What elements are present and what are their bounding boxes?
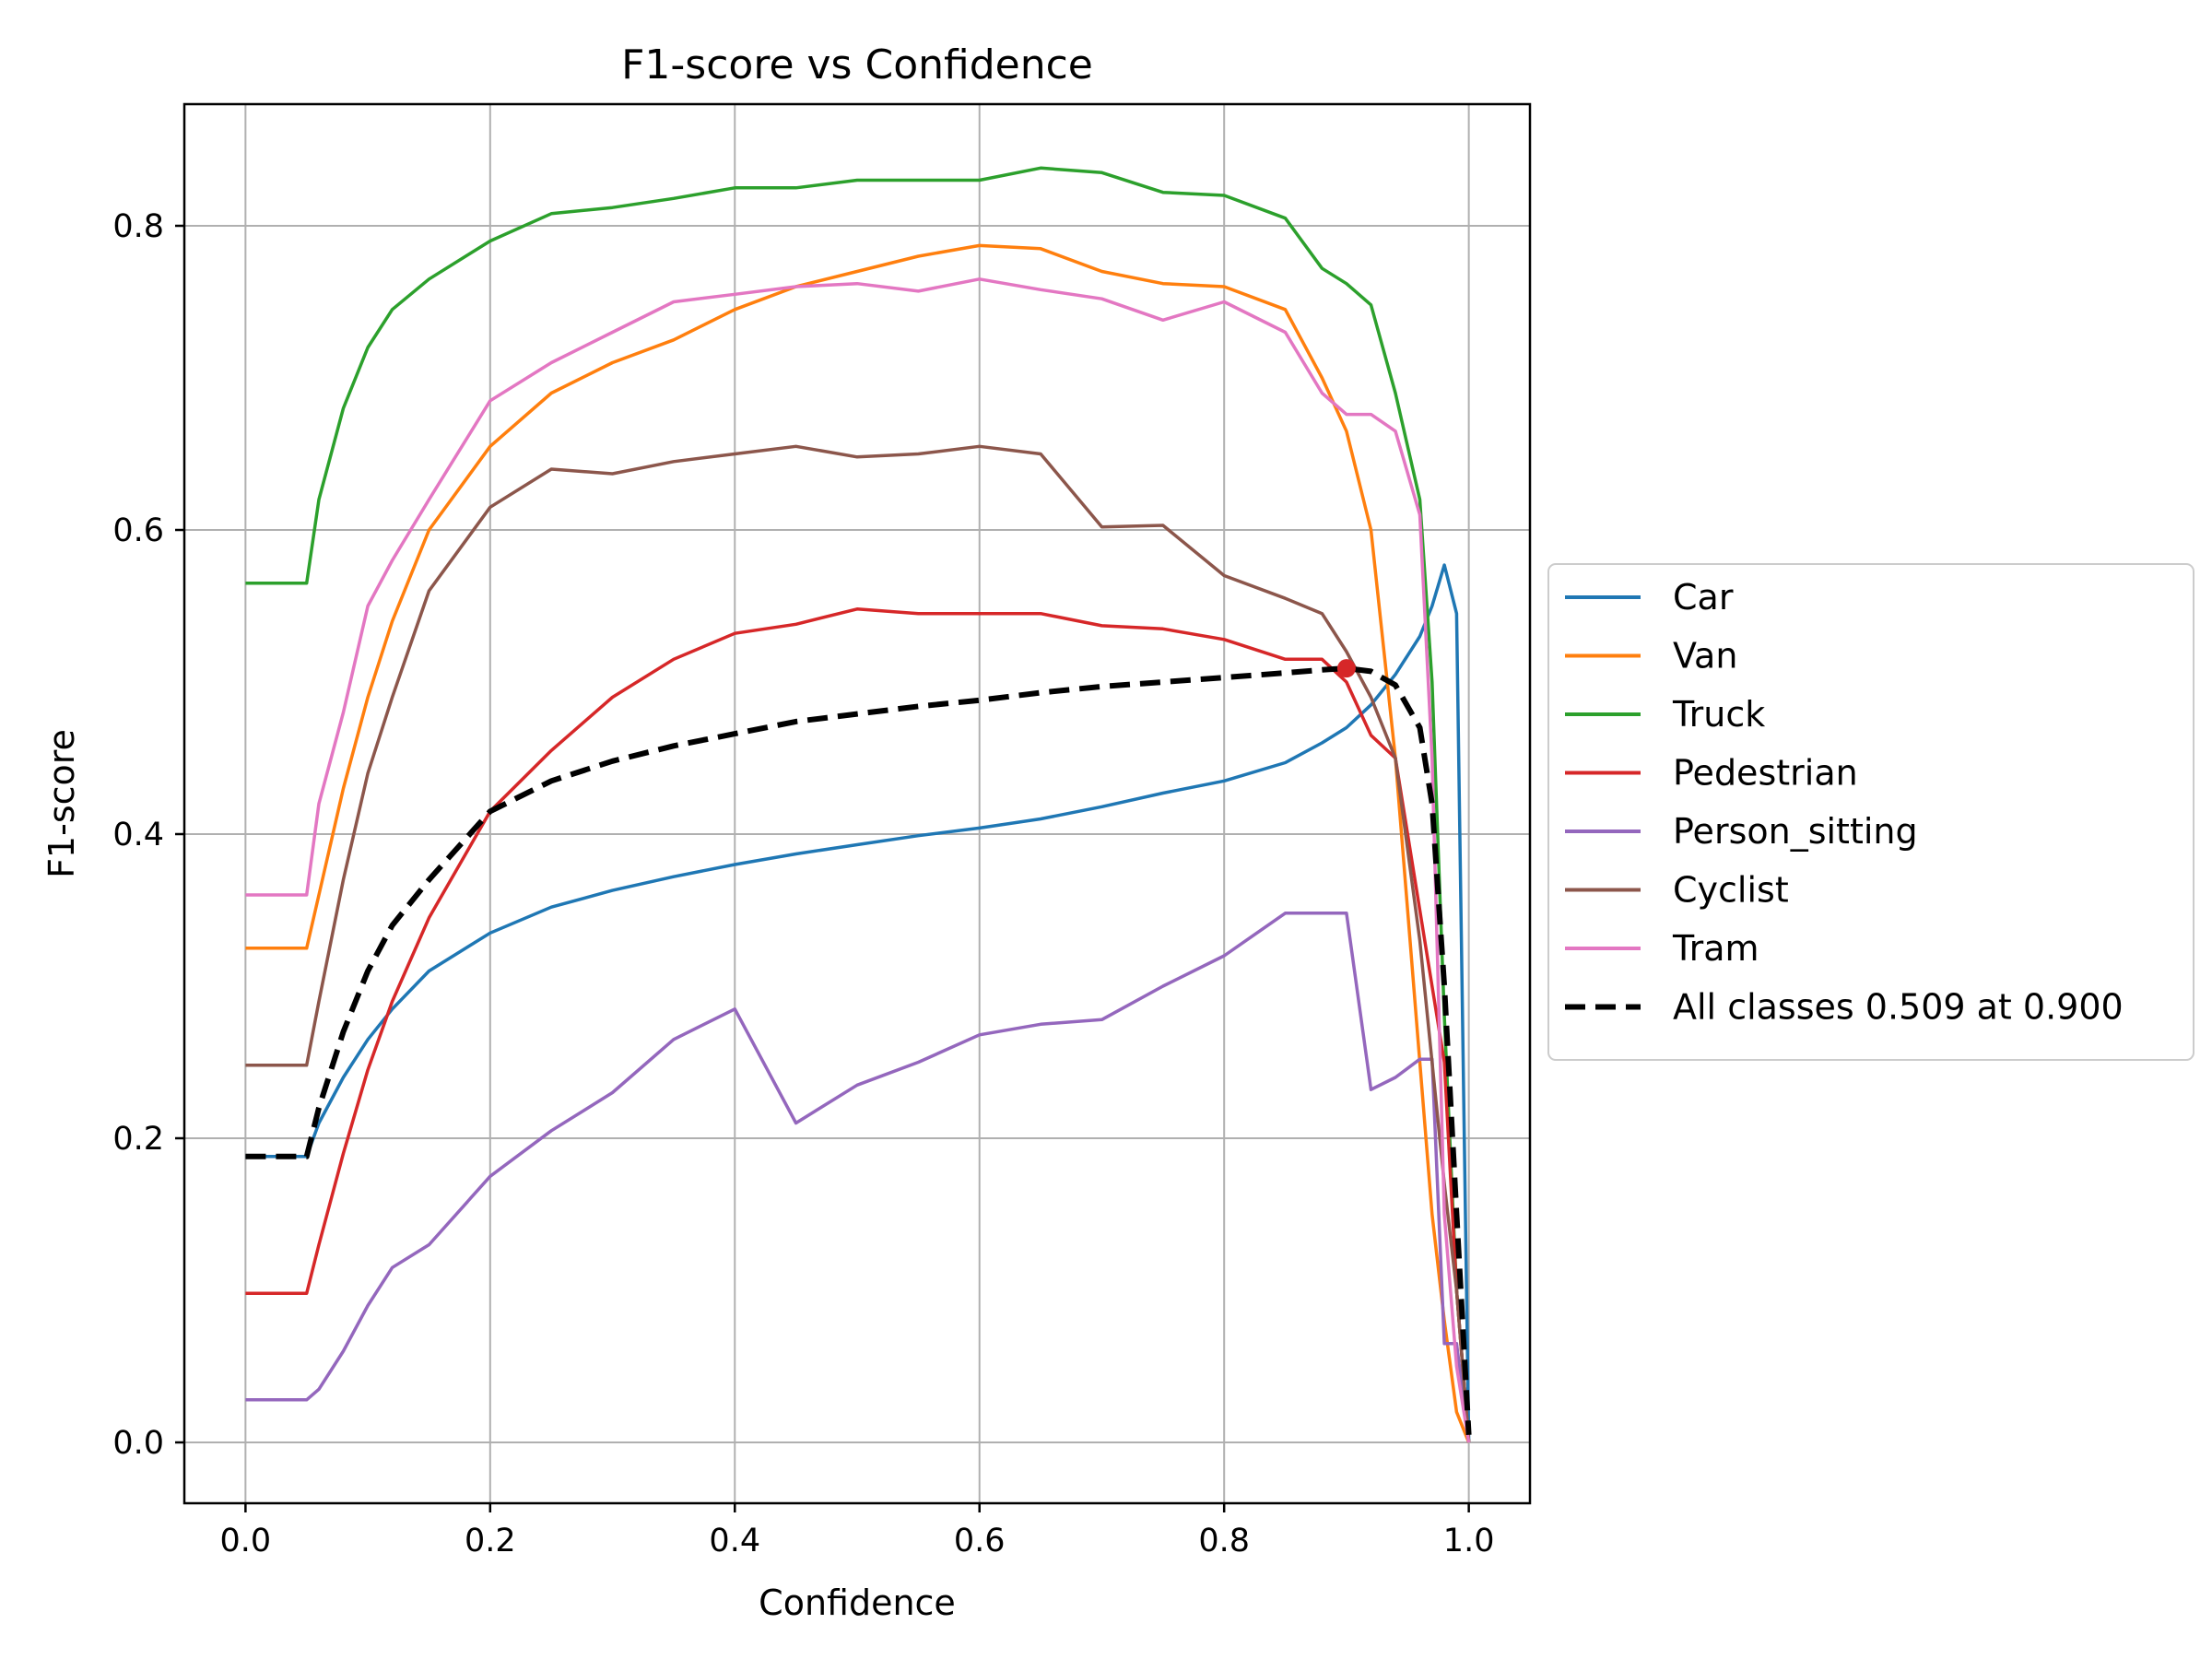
x-tick-label: 1.0 <box>1443 1523 1495 1559</box>
legend-label: Tram <box>1672 928 1759 969</box>
series-line-all-classes-0-509-at-0-900 <box>245 665 1472 1435</box>
series-line-tram <box>245 277 1471 1443</box>
y-tick-label: 0.8 <box>112 208 164 245</box>
legend-box <box>1547 563 2194 1061</box>
x-axis-ticks: 0.0 0.2 0.4 0.6 0.8 1.0 <box>220 1503 1495 1559</box>
x-tick-label: 0.6 <box>954 1523 1006 1559</box>
legend: Car Van Truck Pedestrian Person_sitting Cycli… <box>1547 563 2194 1061</box>
x-tick-label: 0.4 <box>709 1523 760 1559</box>
y-tick-label: 0.6 <box>112 512 164 549</box>
series-line-van <box>245 243 1471 1443</box>
series-line-person-sitting <box>245 912 1471 1443</box>
x-tick-label: 0.8 <box>1198 1523 1250 1559</box>
legend-label: Truck <box>1672 694 1765 735</box>
y-axis-label: F1-score <box>41 729 82 878</box>
series-line-pedestrian <box>245 607 1471 1443</box>
series-lines <box>245 166 1472 1443</box>
chart-title: F1-score vs Confidence <box>621 41 1093 88</box>
legend-label: All classes 0.509 at 0.900 <box>1673 987 2124 1028</box>
series-line-car <box>245 563 1471 1443</box>
x-axis-label: Confidence <box>759 1583 956 1623</box>
best-f1-marker <box>1336 659 1356 678</box>
series-line-truck <box>245 166 1471 1443</box>
y-tick-label: 0.0 <box>112 1425 164 1462</box>
plot-frame <box>182 102 1532 1505</box>
legend-label: Van <box>1673 636 1737 677</box>
y-tick-label: 0.2 <box>112 1121 164 1158</box>
legend-label: Car <box>1673 577 1734 618</box>
x-tick-label: 0.2 <box>465 1523 516 1559</box>
grid <box>184 104 1530 1503</box>
legend-label: Pedestrian <box>1673 753 1858 794</box>
legend-label: Person_sitting <box>1673 811 1918 852</box>
y-axis-ticks: 0.0 0.2 0.4 0.6 0.8 <box>112 208 184 1462</box>
legend-label: Cyclist <box>1673 870 1789 911</box>
x-tick-label: 0.0 <box>220 1523 272 1559</box>
y-tick-label: 0.4 <box>112 817 164 853</box>
series-line-cyclist <box>245 444 1471 1443</box>
